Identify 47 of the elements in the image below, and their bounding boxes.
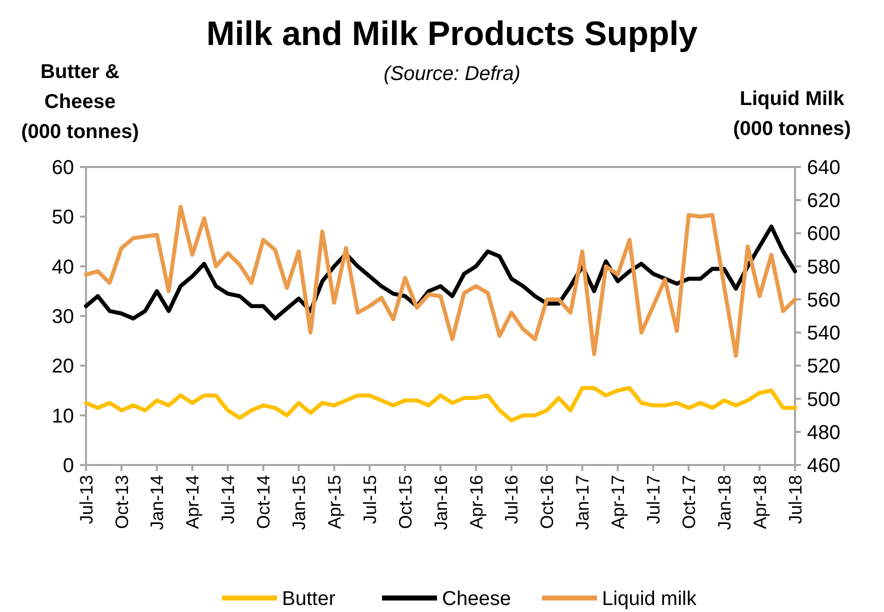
y-tick-label: 20 [52, 356, 74, 378]
x-tick-label: Jul-13 [76, 475, 96, 524]
legend-label: Liquid milk [602, 588, 698, 610]
y2-tick-label: 540 [807, 322, 840, 345]
x-tick-label: Jul-18 [785, 475, 806, 524]
x-tick-label: Apr-15 [324, 475, 344, 530]
x-tick-label: Jul-15 [360, 475, 380, 524]
x-tick-label: Jan-16 [430, 475, 451, 530]
y-tick-label: 50 [52, 206, 74, 229]
y2-tick-label: 620 [807, 190, 840, 212]
x-tick-label: Jan-15 [289, 475, 309, 530]
y2-tick-label: 500 [807, 388, 840, 411]
legend-label: Butter [282, 588, 336, 610]
y2-tick-label: 520 [807, 356, 840, 378]
x-tick-label: Jul-14 [218, 475, 238, 524]
chart-title: Milk and Milk Products Supply [206, 15, 698, 53]
y-tick-label: 40 [52, 256, 74, 278]
y2-tick-label: 580 [807, 256, 840, 278]
x-tick-label: Apr-14 [182, 475, 203, 530]
x-tick-label: Jan-18 [714, 475, 734, 530]
line-series [84, 386, 797, 422]
y2-tick-label: 460 [807, 455, 840, 477]
x-tick-label: Oct-13 [112, 475, 132, 530]
x-tick-label: Oct-16 [537, 475, 558, 530]
legend-label: Cheese [442, 588, 511, 610]
x-tick-label: Apr-18 [750, 475, 770, 530]
y2-tick-label: 480 [807, 422, 840, 444]
x-tick-label: Jul-17 [644, 475, 664, 524]
y-tick-label: 60 [52, 157, 74, 179]
chart-subtitle: (Source: Defra) [384, 63, 520, 85]
y-axis-title: Butter & Cheese (000 tonnes) [21, 61, 139, 143]
line-series [84, 204, 797, 358]
x-tick-label: Oct-15 [395, 475, 416, 530]
y2-tick-label: 560 [807, 289, 840, 312]
x-tick-label: Apr-16 [466, 475, 486, 530]
x-tick-label: Jan-17 [572, 475, 593, 530]
x-tick-label: Oct-17 [678, 475, 699, 530]
x-tick-label: Oct-14 [254, 475, 274, 530]
x-tick-label: Jan-14 [147, 475, 168, 530]
x-tick-label: Jul-16 [502, 475, 522, 524]
y2-tick-label: 600 [807, 223, 840, 246]
y2-tick-label: 640 [807, 157, 840, 179]
y-tick-label: 30 [52, 306, 74, 328]
x-tick-label: Apr-17 [608, 475, 628, 530]
y-tick-label: 10 [52, 405, 74, 428]
y2-axis-title: Liquid Milk (000 tonnes) [733, 88, 851, 140]
y-tick-label: 0 [62, 455, 74, 477]
